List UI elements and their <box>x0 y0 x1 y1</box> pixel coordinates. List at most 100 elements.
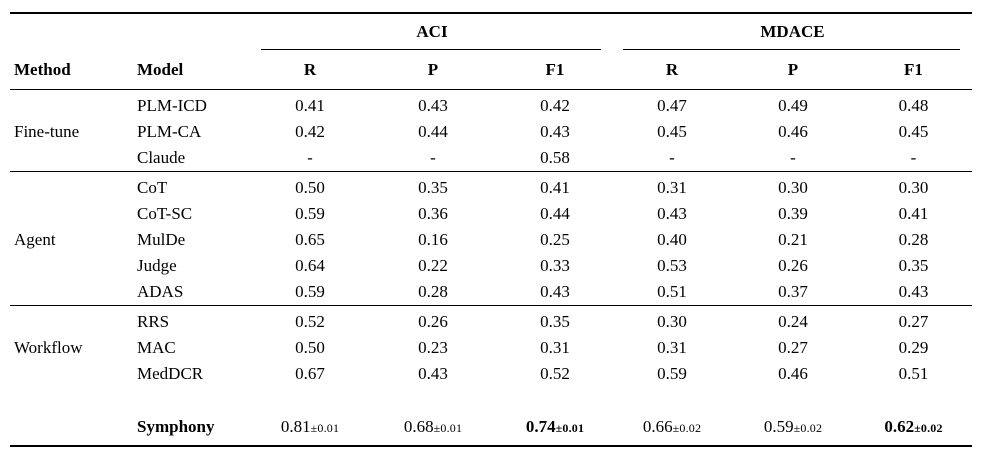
table-body: Fine-tune PLM-ICD 0.41 0.43 0.42 0.47 0.49 0.48… <box>10 89 972 447</box>
metric-header-row: Method Model R P F1 R P F1 <box>10 50 972 90</box>
value-main: 0.74 <box>525 417 556 436</box>
value-cell: 0.50 <box>295 338 325 357</box>
table-row: Judge 0.64 0.22 0.33 0.53 0.26 0.35 <box>10 253 972 279</box>
value-cell: 0.45 <box>657 122 687 141</box>
model-cell: Claude <box>137 148 186 167</box>
table-row: Claude - - 0.58 - - - <box>10 145 972 172</box>
symphony-value-cell: 0.62±0.02 <box>855 409 972 446</box>
value-main: 0.81 <box>280 417 311 436</box>
value-cell: 0.29 <box>898 338 929 357</box>
value-cell: 0.42 <box>497 89 613 119</box>
header-mdace-f1: F1 <box>855 50 972 90</box>
value-cell: 0.44 <box>540 204 570 223</box>
value-cell: 0.44 <box>418 122 448 141</box>
value-cell: 0.30 <box>731 171 855 201</box>
value-cell: 0.43 <box>898 282 929 301</box>
value-cell: 0.16 <box>418 230 448 249</box>
header-method: Method <box>10 50 133 90</box>
column-group-row: ACI MDACE <box>10 13 972 50</box>
value-cell: 0.59 <box>657 364 687 383</box>
model-cell: RRS <box>133 305 251 335</box>
value-cell: 0.35 <box>497 305 613 335</box>
header-aci-r: R <box>251 50 369 90</box>
value-stddev: ±0.02 <box>793 421 823 435</box>
value-main: 0.68 <box>403 417 434 436</box>
symphony-value-cell: 0.74±0.01 <box>497 409 613 446</box>
value-cell: 0.26 <box>369 305 497 335</box>
value-cell: 0.42 <box>295 122 325 141</box>
value-cell: 0.31 <box>657 338 687 357</box>
value-cell: 0.30 <box>613 305 731 335</box>
value-cell: 0.47 <box>613 89 731 119</box>
column-group-mdace: MDACE <box>613 13 972 50</box>
value-cell: 0.52 <box>540 364 570 383</box>
symphony-value-cell: 0.59±0.02 <box>731 409 855 446</box>
value-cell: - <box>790 148 796 167</box>
value-cell: 0.41 <box>898 204 929 223</box>
value-cell: 0.25 <box>540 230 570 249</box>
value-cell: 0.33 <box>540 256 570 275</box>
value-cell: 0.39 <box>778 204 808 223</box>
model-cell: PLM-CA <box>137 122 202 141</box>
table-row: Workflow RRS 0.52 0.26 0.35 0.30 0.24 0.27 <box>10 305 972 387</box>
table-row: PLM-CA 0.42 0.44 0.43 0.45 0.46 0.45 <box>10 119 972 145</box>
empty-corner-cell <box>10 13 251 50</box>
value-cell: 0.59 <box>295 282 325 301</box>
value-cell: 0.43 <box>418 364 448 383</box>
value-cell: 0.43 <box>369 89 497 119</box>
method-cell: Fine-tune <box>10 89 133 172</box>
value-cell: 0.30 <box>855 171 972 201</box>
model-cell: PLM-ICD <box>133 89 251 119</box>
header-mdace-r: R <box>613 50 731 90</box>
value-cell: 0.46 <box>778 364 808 383</box>
value-cell: 0.24 <box>731 305 855 335</box>
value-cell: 0.27 <box>855 305 972 335</box>
value-cell: 0.22 <box>418 256 448 275</box>
method-cell: Agent <box>10 171 133 306</box>
symphony-value-cell: 0.66±0.02 <box>613 409 731 446</box>
value-cell: 0.21 <box>778 230 808 249</box>
value-stddev: ±0.01 <box>310 421 340 435</box>
value-cell: 0.40 <box>657 230 687 249</box>
value-cell: 0.46 <box>778 122 808 141</box>
table-row: CoT-SC 0.59 0.36 0.44 0.43 0.39 0.41 <box>10 201 972 227</box>
spacer-cell <box>10 387 972 409</box>
value-cell: 0.31 <box>613 171 731 201</box>
spacer-row <box>10 387 972 409</box>
value-cell: 0.58 <box>540 148 570 167</box>
header-model: Model <box>133 50 251 90</box>
value-cell: 0.48 <box>855 89 972 119</box>
value-cell: 0.50 <box>251 171 369 201</box>
value-cell: 0.43 <box>540 282 570 301</box>
value-stddev: ±0.02 <box>914 421 943 435</box>
symphony-row: Symphony 0.81±0.01 0.68±0.01 0.74±0.01 0.66±… <box>10 409 972 446</box>
table-header: ACI MDACE Method Model R P F1 R P F1 <box>10 13 972 90</box>
method-cell-empty <box>10 409 133 446</box>
symphony-value-cell: 0.68±0.01 <box>369 409 497 446</box>
value-cell: 0.23 <box>418 338 448 357</box>
value-cell: 0.27 <box>778 338 808 357</box>
column-group-aci: ACI <box>251 13 613 50</box>
value-cell: 0.51 <box>898 364 929 383</box>
value-cell: 0.43 <box>657 204 687 223</box>
model-cell: MulDe <box>137 230 186 249</box>
header-aci-p: P <box>369 50 497 90</box>
value-cell: 0.67 <box>295 364 325 383</box>
table-row: Agent CoT 0.50 0.35 0.41 0.31 0.30 0.30 <box>10 171 972 306</box>
value-cell: - <box>910 148 917 167</box>
value-stddev: ±0.02 <box>672 421 702 435</box>
value-cell: 0.53 <box>657 256 687 275</box>
model-cell: Judge <box>137 256 177 275</box>
model-cell: ADAS <box>137 282 184 301</box>
model-cell: CoT <box>133 171 251 201</box>
value-cell: 0.49 <box>731 89 855 119</box>
value-cell: 0.26 <box>778 256 808 275</box>
value-main: 0.62 <box>884 417 915 436</box>
value-cell: 0.45 <box>898 122 929 141</box>
value-stddev: ±0.01 <box>555 421 585 435</box>
value-cell: - <box>669 148 675 167</box>
value-cell: - <box>430 148 436 167</box>
value-cell: 0.41 <box>497 171 613 201</box>
value-cell: 0.43 <box>540 122 570 141</box>
